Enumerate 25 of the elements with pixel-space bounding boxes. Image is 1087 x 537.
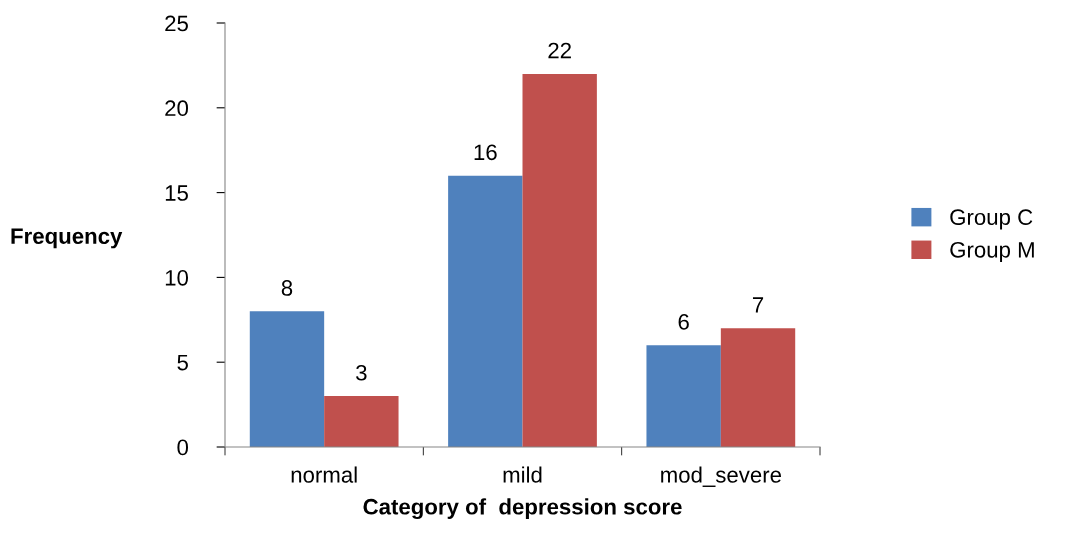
y-tick-label: 10 (165, 269, 189, 286)
legend-label: Group M (950, 241, 1034, 263)
data-label: 16 (474, 144, 497, 161)
x-tick-label: mod_severe (661, 466, 781, 487)
x-axis-title: Category of depression score (363, 498, 682, 520)
y-tick-label: 20 (165, 100, 189, 117)
x-tick-label: mild (503, 466, 542, 483)
x-tick-label: normal (291, 466, 357, 483)
bar (720, 328, 796, 447)
y-tick-label: 15 (165, 185, 188, 201)
data-label: 7 (752, 297, 764, 313)
bar (522, 73, 597, 447)
y-tick-label: 25 (165, 15, 188, 32)
y-axis-title: Frequency (11, 228, 123, 249)
legend-label: Group C (950, 209, 1033, 230)
data-label: 6 (678, 314, 689, 330)
bar (646, 345, 721, 447)
data-label: 22 (548, 42, 571, 59)
y-tick-label: 5 (177, 354, 188, 371)
data-label: 8 (281, 280, 293, 296)
bar (448, 175, 523, 447)
bar (324, 396, 399, 447)
bar (249, 311, 325, 447)
data-label: 3 (356, 364, 367, 381)
y-tick-label: 0 (177, 439, 189, 456)
